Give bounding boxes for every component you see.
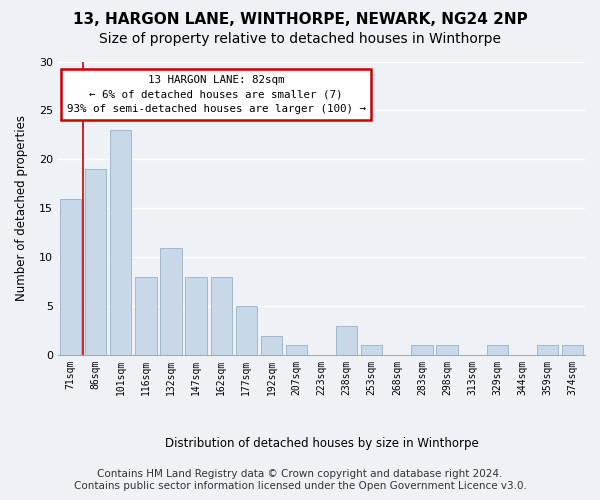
Bar (361, 346, 382, 355)
Text: 13 HARGON LANE: 82sqm
← 6% of detached houses are smaller (7)
93% of semi-detach: 13 HARGON LANE: 82sqm ← 6% of detached h… (67, 74, 365, 114)
Bar (60, 198, 82, 355)
Bar (286, 346, 307, 355)
Y-axis label: Number of detached properties: Number of detached properties (15, 116, 28, 302)
Bar (336, 326, 358, 355)
Text: Size of property relative to detached houses in Winthorpe: Size of property relative to detached ho… (99, 32, 501, 46)
Bar (211, 277, 232, 355)
Bar (160, 248, 182, 355)
Bar (411, 346, 433, 355)
Bar (85, 169, 106, 355)
Bar (261, 336, 282, 355)
Bar (537, 346, 558, 355)
Bar (236, 306, 257, 355)
Bar (135, 277, 157, 355)
Bar (110, 130, 131, 355)
Bar (185, 277, 207, 355)
Bar (487, 346, 508, 355)
Text: 13, HARGON LANE, WINTHORPE, NEWARK, NG24 2NP: 13, HARGON LANE, WINTHORPE, NEWARK, NG24… (73, 12, 527, 28)
Bar (562, 346, 583, 355)
X-axis label: Distribution of detached houses by size in Winthorpe: Distribution of detached houses by size … (164, 437, 478, 450)
Text: Contains HM Land Registry data © Crown copyright and database right 2024.
Contai: Contains HM Land Registry data © Crown c… (74, 470, 526, 491)
Bar (436, 346, 458, 355)
